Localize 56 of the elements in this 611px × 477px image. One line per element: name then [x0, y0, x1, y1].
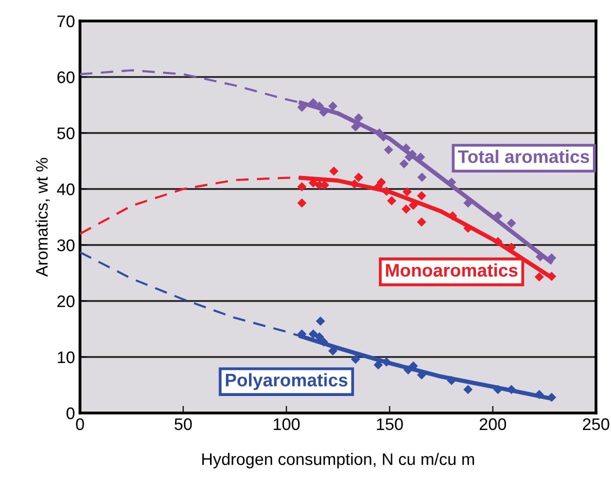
x-tick-label: 250: [582, 418, 610, 430]
point: [463, 384, 473, 394]
x-tick-label: 0: [76, 418, 84, 430]
x-tick-label: 100: [274, 418, 300, 430]
point: [314, 332, 324, 342]
point: [316, 316, 326, 326]
point: [417, 172, 427, 182]
point: [354, 113, 364, 122]
point: [416, 217, 426, 227]
point: [297, 198, 306, 208]
point: [506, 218, 516, 228]
point: [402, 204, 411, 214]
series-label: Monoaromatics: [386, 263, 518, 277]
x-tick-label: 50: [174, 418, 192, 430]
point: [534, 390, 544, 400]
y-tick-label: 10: [58, 351, 74, 364]
point: [308, 329, 318, 339]
point: [493, 237, 503, 246]
point: [547, 272, 556, 281]
point: [382, 186, 392, 196]
point: [350, 354, 360, 364]
series-label: Polyaromatics: [226, 373, 348, 390]
point: [416, 191, 426, 200]
point: [354, 172, 364, 182]
point: [328, 102, 338, 111]
y-tick-label: 0: [66, 407, 74, 420]
point: [297, 329, 306, 339]
point: [402, 187, 412, 196]
point: [384, 145, 394, 154]
point: [446, 376, 456, 386]
point: [493, 211, 503, 220]
y-tick-label: 30: [57, 239, 74, 252]
point: [463, 198, 473, 208]
y-tick-label: 50: [57, 127, 74, 140]
point: [404, 365, 413, 374]
x-tick-label: 200: [480, 418, 506, 430]
y-axis-title: Aromatics, wt %: [36, 158, 50, 277]
point: [382, 357, 392, 367]
point: [506, 384, 516, 394]
point: [534, 272, 544, 282]
point: [399, 159, 409, 168]
y-tick-label: 60: [57, 71, 74, 84]
point: [350, 122, 360, 132]
point: [376, 178, 386, 187]
point: [493, 384, 503, 394]
point: [297, 182, 306, 192]
point: [416, 152, 426, 162]
point: [329, 166, 338, 176]
y-tick-label: 70: [57, 15, 74, 28]
point: [314, 102, 324, 111]
x-axis-title: Hydrogen consumption, N cu m/cu m: [202, 452, 474, 468]
point: [387, 196, 396, 206]
y-tick-label: 20: [57, 295, 74, 308]
x-tick-label: 150: [376, 418, 403, 430]
y-tick-label: 40: [56, 183, 74, 196]
series-label: Total aromatics: [458, 150, 590, 164]
